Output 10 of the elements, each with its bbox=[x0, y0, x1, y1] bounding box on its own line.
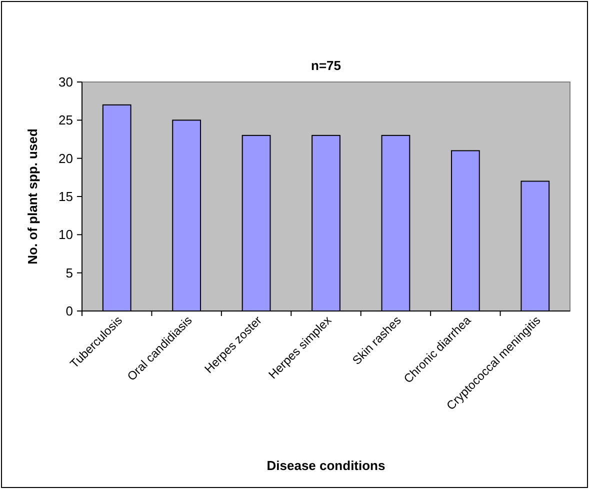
y-tick-label: 20 bbox=[58, 150, 73, 166]
chart-title: n=75 bbox=[311, 58, 341, 73]
y-axis-title: No. of plant spp. used bbox=[25, 128, 40, 264]
y-tick-label: 30 bbox=[58, 74, 73, 90]
y-tick-label: 25 bbox=[58, 112, 73, 128]
x-axis-title: Disease conditions bbox=[266, 458, 386, 473]
y-tick-label: 15 bbox=[58, 189, 73, 204]
y-tick-label: 5 bbox=[66, 265, 73, 280]
y-tick-label: 0 bbox=[66, 304, 73, 319]
y-tick-label: 10 bbox=[58, 227, 73, 242]
